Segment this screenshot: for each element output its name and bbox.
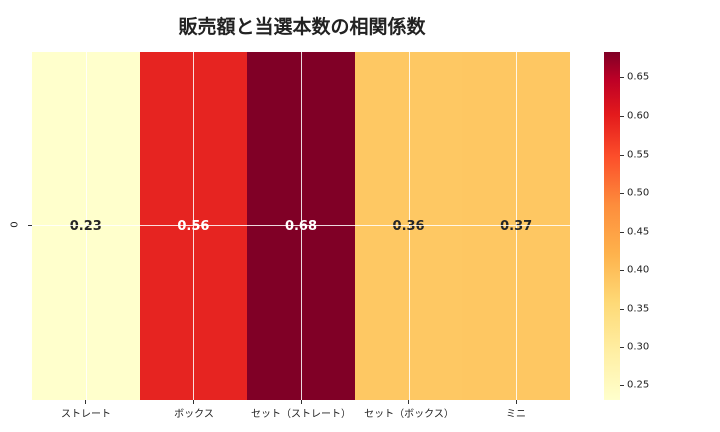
colorbar-tick-label: 0.30 (627, 341, 650, 353)
colorbar-tick-label: 0.40 (627, 264, 650, 276)
colorbar-tick (620, 193, 624, 194)
heatmap-cell: 0.56 (139, 52, 248, 400)
x-tick (301, 400, 302, 404)
gridline (193, 52, 195, 400)
cell-value: 0.68 (284, 218, 318, 234)
heatmap-cell: 0.37 (462, 52, 570, 400)
colorbar-tick (620, 116, 624, 117)
colorbar-tick (620, 270, 624, 271)
colorbar-tick-label: 0.35 (627, 303, 650, 315)
chart-title: 販売額と当選本数の相関係数 (178, 16, 426, 38)
gridline (408, 52, 410, 400)
x-tick (193, 400, 194, 404)
heatmap-cell: 0.68 (247, 52, 355, 400)
heatmap-cell: 0.36 (354, 52, 463, 400)
x-tick (85, 400, 86, 404)
colorbar-tick-label: 0.55 (627, 149, 650, 161)
cell-value: 0.36 (392, 218, 425, 234)
cell-value: 0.23 (69, 218, 102, 234)
cell-value: 0.37 (500, 218, 533, 234)
x-tick-label: ストレート (61, 409, 111, 420)
colorbar-tick (620, 385, 624, 386)
colorbar-tick-label: 0.50 (627, 187, 650, 199)
gridline (32, 225, 570, 226)
colorbar-tick (620, 347, 624, 348)
x-tick (516, 400, 517, 404)
colorbar-tick (620, 77, 624, 78)
colorbar (604, 52, 620, 400)
x-tick-label: ボックス (174, 409, 214, 420)
heatmap-cell: 0.23 (32, 52, 140, 400)
colorbar-tick (620, 155, 624, 156)
y-tick (28, 225, 32, 226)
colorbar-tick-label: 0.60 (627, 110, 650, 122)
colorbar-tick-label: 0.45 (627, 226, 650, 238)
x-tick-label: セット（ボックス） (364, 409, 454, 420)
heatmap-grid: 0.23 0.56 0.68 0.36 0.37 (32, 52, 570, 400)
colorbar-tick (620, 232, 624, 233)
colorbar-tick-label: 0.65 (627, 71, 650, 83)
y-tick-label: 0 (9, 221, 21, 228)
colorbar-tick-label: 0.25 (627, 379, 650, 391)
gridline (300, 52, 302, 400)
cell-value: 0.56 (177, 218, 210, 234)
gridline (516, 52, 518, 400)
x-tick-label: セット（ストレート） (251, 409, 351, 420)
x-tick (408, 400, 409, 404)
x-tick-label: ミニ (506, 409, 526, 420)
colorbar-tick (620, 309, 624, 310)
gridline (85, 52, 87, 400)
